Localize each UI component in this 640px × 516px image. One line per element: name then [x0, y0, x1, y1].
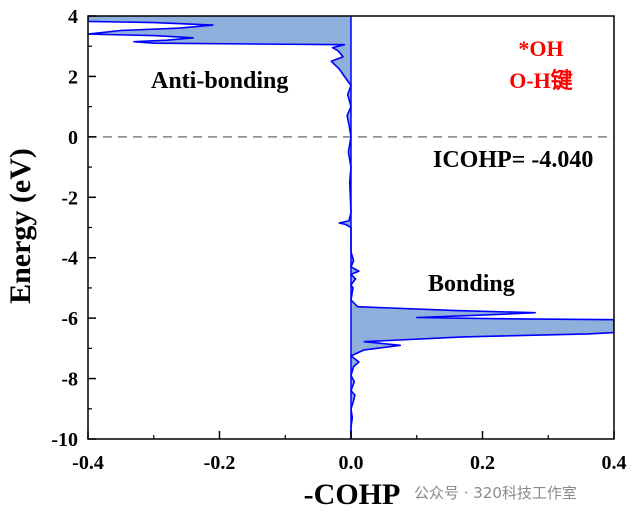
x-tick-label: -0.4 [72, 452, 104, 474]
y-tick-label: -2 [61, 187, 78, 209]
y-tick-label: -8 [61, 369, 78, 391]
x-axis-title: -COHP [304, 478, 401, 511]
species-label: *OH [518, 36, 563, 61]
x-tick-label: 0.0 [339, 452, 364, 474]
x-tick-label: 0.4 [602, 452, 627, 474]
axis-ticks: -0.4 -0.2 0.0 0.2 0.4 -10 -8 -6 -4 -2 0 2 4 [51, 6, 626, 474]
y-tick-label: -6 [61, 308, 78, 330]
watermark: 公众号 · 320科技工作室 [414, 484, 577, 502]
bond-label: O-H键 [509, 68, 573, 93]
x-tick-label: 0.2 [470, 452, 495, 474]
anti-bonding-label: Anti-bonding [151, 68, 288, 94]
bonding-label: Bonding [428, 271, 515, 297]
y-tick-label: 4 [68, 6, 78, 28]
icohp-label: ICOHP= -4.040 [433, 147, 593, 173]
y-tick-label: 2 [68, 66, 78, 88]
y-tick-label: -4 [61, 248, 78, 270]
y-axis-title: Energy (eV) [4, 148, 37, 304]
y-tick-label: 0 [68, 127, 78, 149]
y-tick-label: -10 [51, 429, 78, 451]
x-tick-label: -0.2 [204, 452, 236, 474]
